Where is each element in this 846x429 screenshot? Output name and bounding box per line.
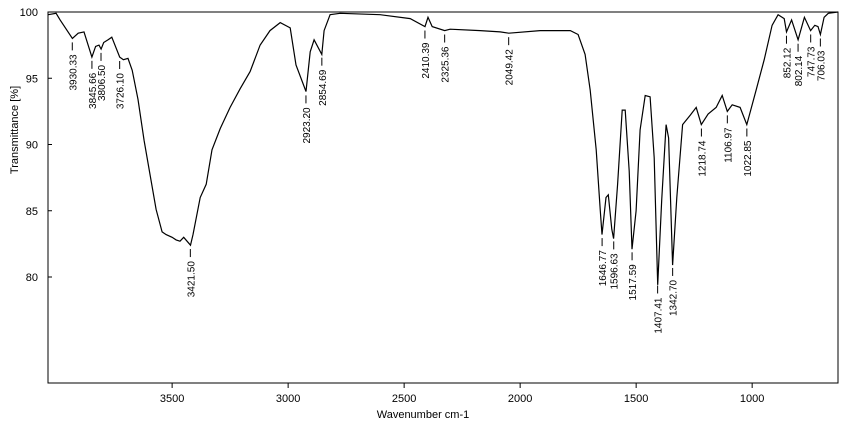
- y-tick-label: 90: [26, 140, 38, 152]
- peak-label: 3845.66: [88, 72, 99, 109]
- peak-label: 1517.59: [628, 264, 639, 301]
- x-tick-label: 3500: [160, 393, 184, 405]
- peak-label: 1407.41: [654, 297, 665, 334]
- peak-label: 3726.10: [116, 73, 127, 110]
- peak-label: 1646.77: [598, 250, 609, 287]
- peak-label: 3806.50: [97, 64, 108, 101]
- y-tick-label: 100: [20, 7, 38, 19]
- peak-label: 706.03: [816, 50, 827, 81]
- y-tick-label: 95: [26, 73, 38, 85]
- x-axis-label: Wavenumber cm-1: [377, 409, 470, 421]
- y-tick-label: 80: [26, 272, 38, 284]
- peak-label: 3421.50: [186, 261, 197, 298]
- peak-label: 2923.20: [302, 107, 313, 144]
- peak-label: 1106.97: [723, 127, 734, 163]
- plot-frame: [47, 11, 839, 384]
- peak-label: 852.12: [783, 47, 794, 78]
- peak-label: 2049.42: [505, 49, 516, 86]
- y-tick-label: 85: [26, 206, 38, 218]
- x-tick-label: 1500: [624, 393, 648, 405]
- x-tick-label: 1000: [740, 393, 764, 405]
- x-tick-label: 2000: [508, 393, 532, 405]
- peak-label: 1342.70: [669, 279, 680, 316]
- peak-label: 1218.74: [697, 140, 708, 177]
- peak-label: 1022.85: [743, 140, 754, 177]
- peak-label: 2854.69: [318, 69, 329, 106]
- peak-label: 3930.33: [68, 54, 79, 91]
- x-tick-label: 3000: [276, 393, 300, 405]
- peak-label: 802.14: [794, 55, 805, 86]
- peak-label: 2410.39: [421, 42, 432, 79]
- peak-label: 1596.63: [610, 253, 621, 290]
- spectrum-line: [48, 11, 839, 285]
- peak-label: 747.73: [807, 46, 818, 77]
- x-tick-label: 2500: [392, 393, 416, 405]
- peak-label: 2325.36: [441, 46, 452, 83]
- y-axis-label: Transmittance [%]: [9, 86, 21, 174]
